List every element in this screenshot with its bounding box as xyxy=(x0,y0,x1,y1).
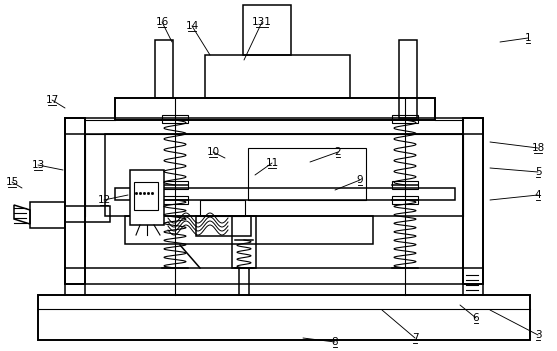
Bar xyxy=(130,170,164,225)
Bar xyxy=(134,182,158,210)
Bar xyxy=(205,55,350,98)
Text: 14: 14 xyxy=(185,21,199,31)
Bar xyxy=(463,118,483,284)
Bar xyxy=(38,295,530,340)
Bar xyxy=(125,216,373,244)
Bar xyxy=(65,118,85,284)
Bar xyxy=(65,118,85,284)
Text: 6: 6 xyxy=(473,313,480,323)
Text: 18: 18 xyxy=(531,143,545,153)
Text: 4: 4 xyxy=(535,190,541,200)
Text: 9: 9 xyxy=(356,175,363,185)
Text: 1: 1 xyxy=(525,33,531,43)
Text: 131: 131 xyxy=(252,17,272,27)
Bar xyxy=(30,202,65,228)
Bar xyxy=(105,134,463,216)
Bar xyxy=(115,98,435,120)
Text: 12: 12 xyxy=(97,195,111,205)
Text: 17: 17 xyxy=(45,95,58,105)
Text: 16: 16 xyxy=(155,17,169,27)
Bar xyxy=(392,196,418,204)
Bar xyxy=(162,181,188,189)
Bar xyxy=(200,200,245,216)
Text: 3: 3 xyxy=(535,330,541,340)
Bar xyxy=(232,216,256,268)
Bar xyxy=(65,268,483,284)
Bar xyxy=(392,181,418,189)
Bar xyxy=(243,5,291,55)
Bar xyxy=(65,206,110,222)
Bar xyxy=(463,118,483,284)
Bar xyxy=(399,40,417,118)
Bar xyxy=(392,115,418,123)
Bar xyxy=(196,216,251,236)
Text: 5: 5 xyxy=(535,167,541,177)
Text: 7: 7 xyxy=(412,333,418,343)
Bar xyxy=(162,115,188,123)
Bar xyxy=(162,196,188,204)
Text: 2: 2 xyxy=(335,147,341,157)
Text: 8: 8 xyxy=(331,337,338,347)
Text: 10: 10 xyxy=(207,147,219,157)
Bar xyxy=(65,118,483,134)
Text: 15: 15 xyxy=(6,177,18,187)
Text: 11: 11 xyxy=(265,158,278,168)
Text: 13: 13 xyxy=(31,160,45,170)
Bar xyxy=(248,148,366,200)
Bar xyxy=(115,188,455,200)
Bar xyxy=(155,40,173,98)
